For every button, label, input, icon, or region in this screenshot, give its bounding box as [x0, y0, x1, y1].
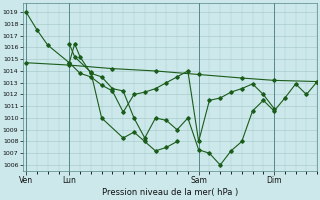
X-axis label: Pression niveau de la mer( hPa ): Pression niveau de la mer( hPa ) [102, 188, 238, 197]
